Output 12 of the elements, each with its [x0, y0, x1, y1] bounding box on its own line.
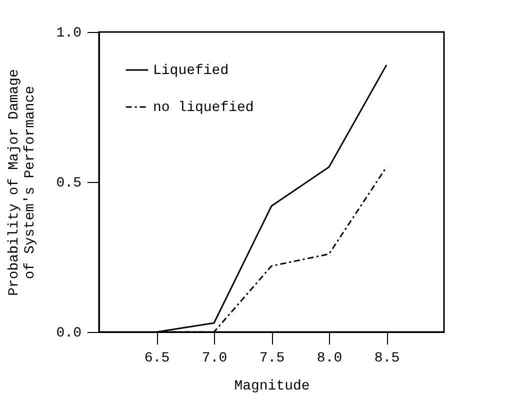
x-tick-label: 7.0 [202, 350, 228, 366]
y-tick-label: 0.5 [56, 176, 82, 192]
legend-label: no liquefied [153, 100, 254, 116]
x-tick-label: 8.0 [316, 350, 342, 366]
x-tick-label: 8.5 [374, 350, 400, 366]
x-tick-label: 7.5 [259, 350, 285, 366]
x-tick-label: 6.5 [144, 350, 170, 366]
y-tick-label: 1.0 [56, 26, 82, 42]
legend-label: Liquefied [153, 63, 229, 79]
x-axis-title: Magnitude [234, 378, 310, 394]
y-tick-label: 0.0 [56, 326, 82, 342]
y-axis-title: Probability of Major Damage of System's Performance [6, 69, 38, 296]
